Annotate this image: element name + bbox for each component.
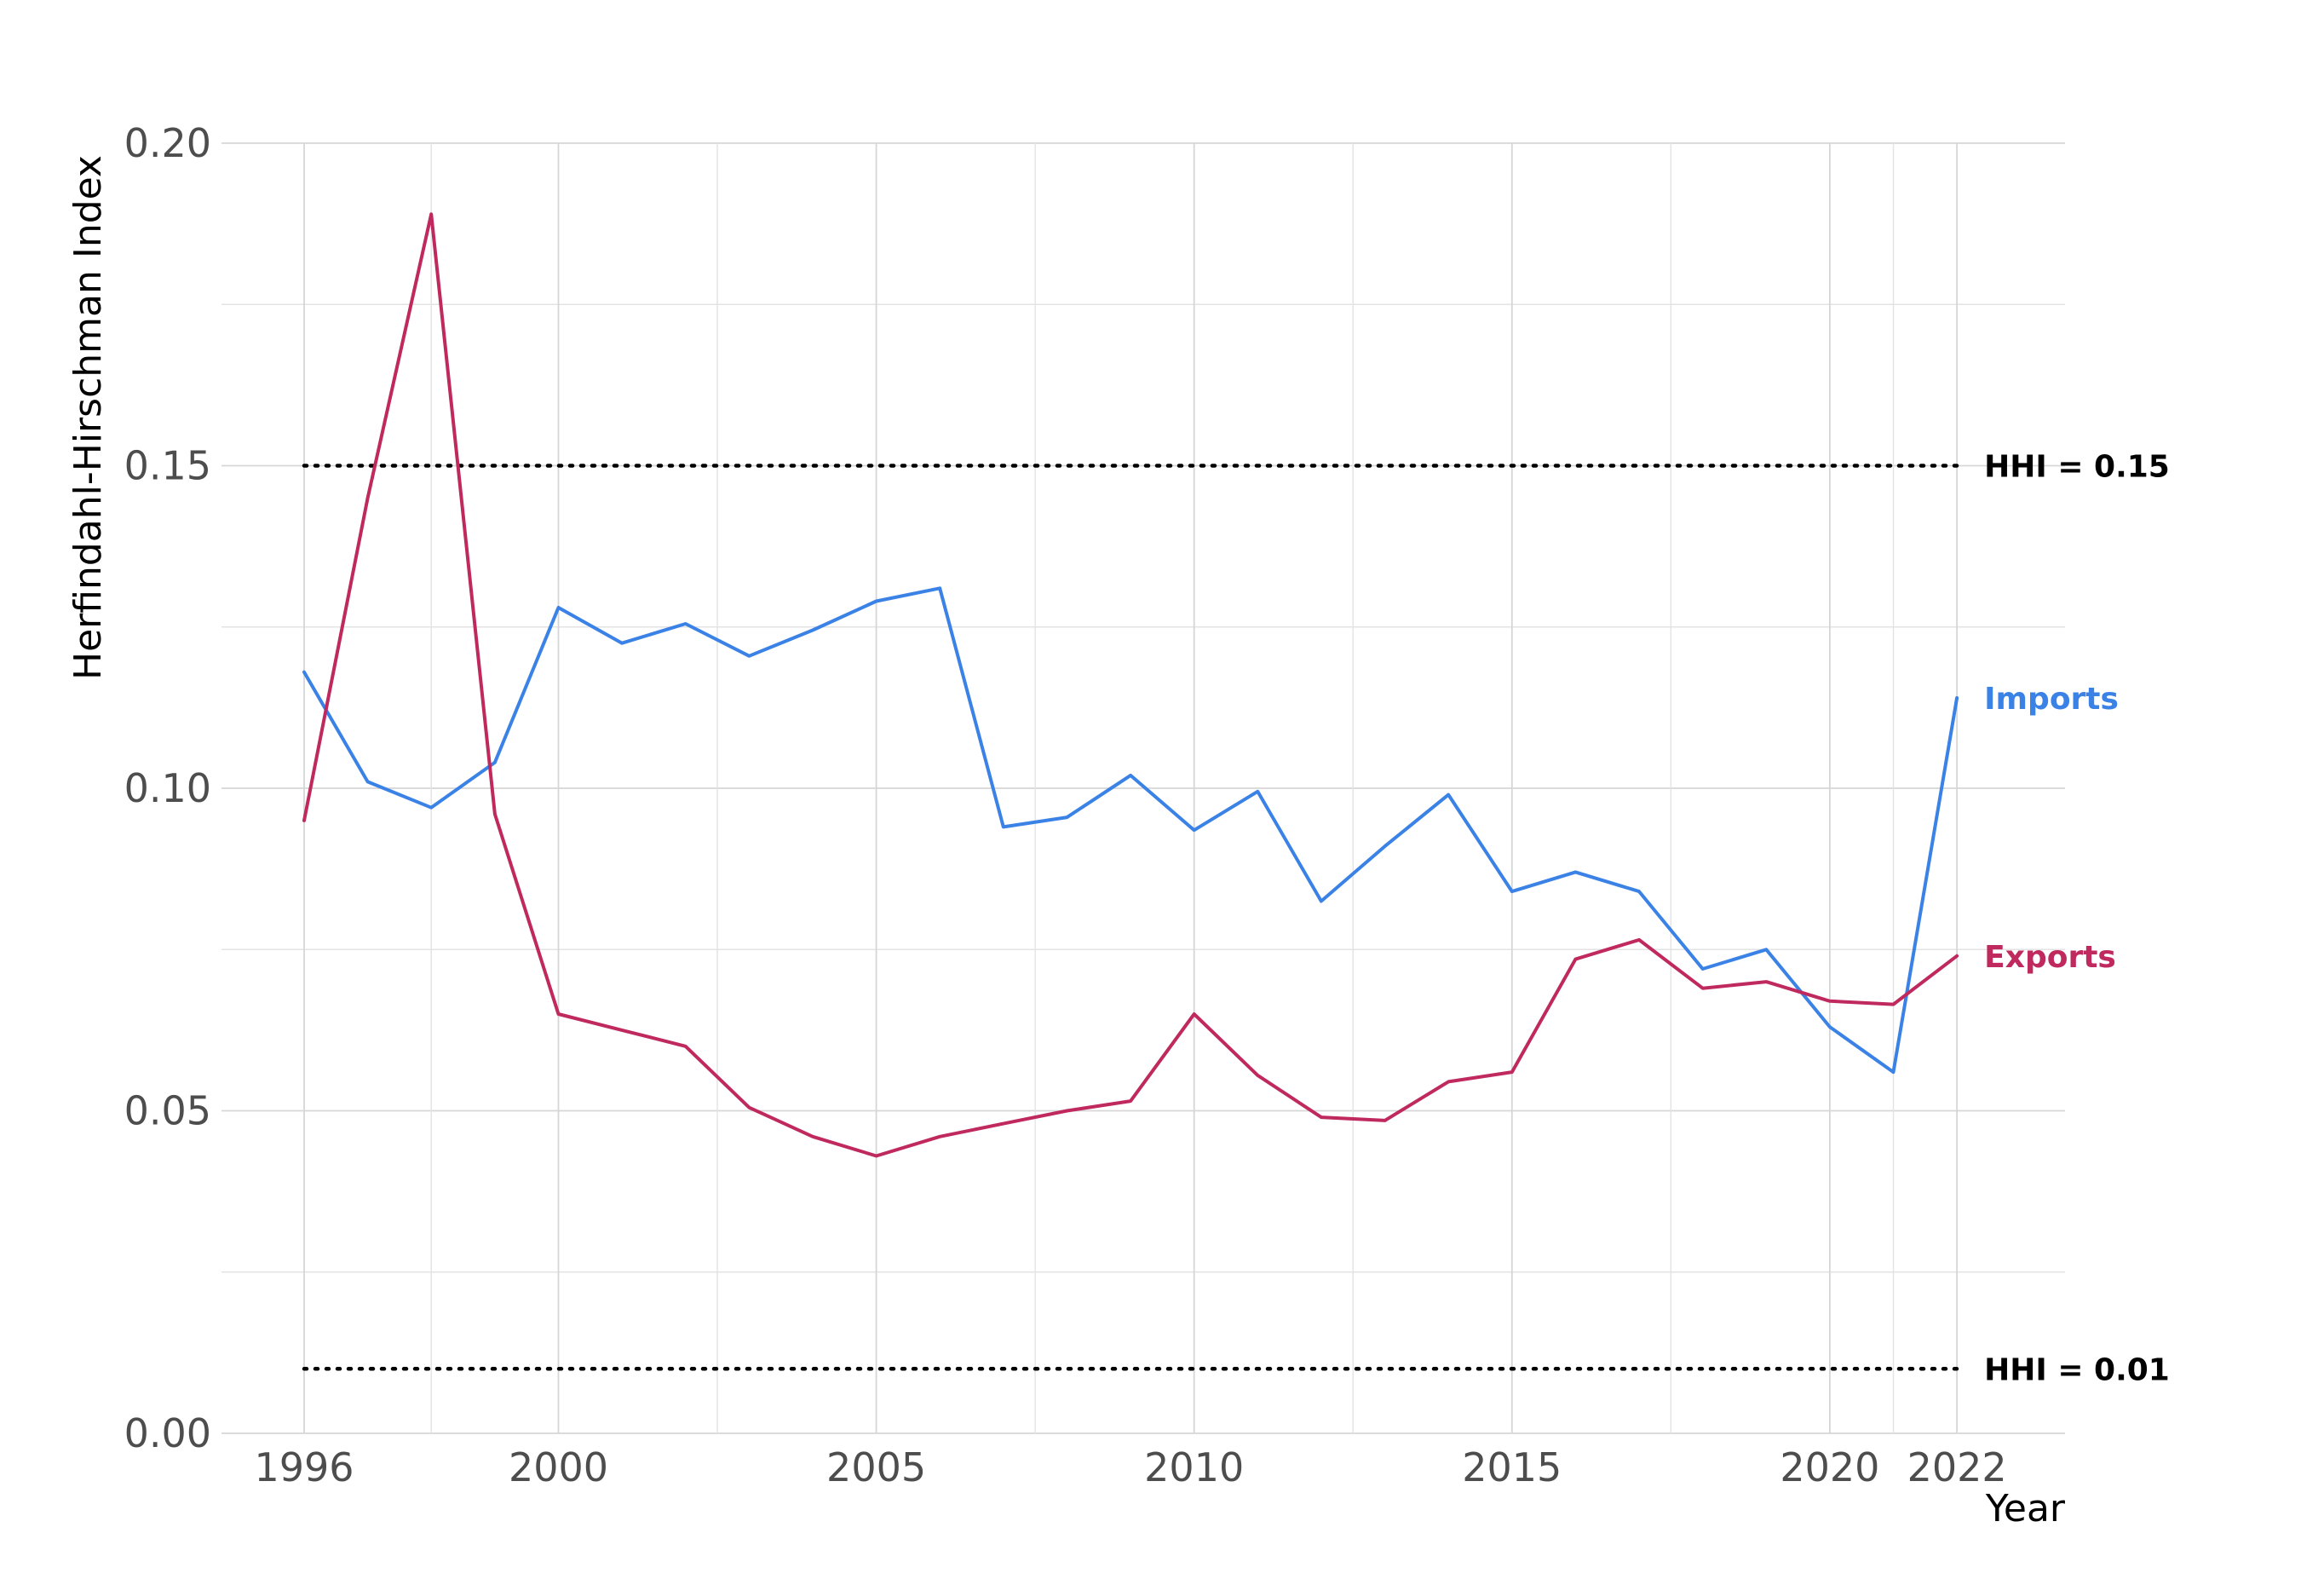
reference-lines [302, 464, 1959, 1371]
y-tick-label-4: 0.20 [124, 120, 211, 166]
x-tick-label-1: 2000 [509, 1444, 608, 1490]
x-tick-label-3: 2010 [1144, 1444, 1244, 1490]
y-tick-label-2: 0.10 [124, 765, 211, 811]
series-line-exports [302, 212, 1959, 1158]
x-axis-tick-labels: 1996 2000 2005 2010 2015 2020 2022 [254, 1444, 2006, 1490]
x-tick-label-0: 1996 [254, 1444, 354, 1490]
y-tick-label-3: 0.15 [124, 443, 211, 489]
grid-lines [221, 142, 2065, 1434]
x-tick-label-6: 2022 [1907, 1444, 2007, 1490]
y-axis-tick-labels: 0.00 0.05 0.10 0.15 0.20 [124, 120, 211, 1456]
y-tick-label-1: 0.05 [124, 1088, 211, 1134]
x-tick-label-2: 2005 [826, 1444, 926, 1490]
y-tick-label-0: 0.00 [124, 1410, 211, 1456]
x-tick-label-4: 2015 [1462, 1444, 1562, 1490]
x-axis-title: Year [1985, 1487, 2066, 1530]
series-label-imports: Imports [1984, 682, 2119, 717]
reference-line-label-0: HHI = 0.15 [1984, 450, 2170, 485]
reference-line-label-1: HHI = 0.01 [1984, 1352, 2170, 1387]
series-end-labels: HHI = 0.15 HHI = 0.01 Imports Exports [1984, 450, 2170, 1388]
y-axis-title: Herfindahl-Hirschman Index [66, 155, 110, 680]
series-lines [302, 212, 1959, 1158]
x-tick-label-5: 2020 [1780, 1444, 1879, 1490]
series-line-imports [302, 586, 1959, 1075]
series-label-exports: Exports [1984, 940, 2116, 975]
